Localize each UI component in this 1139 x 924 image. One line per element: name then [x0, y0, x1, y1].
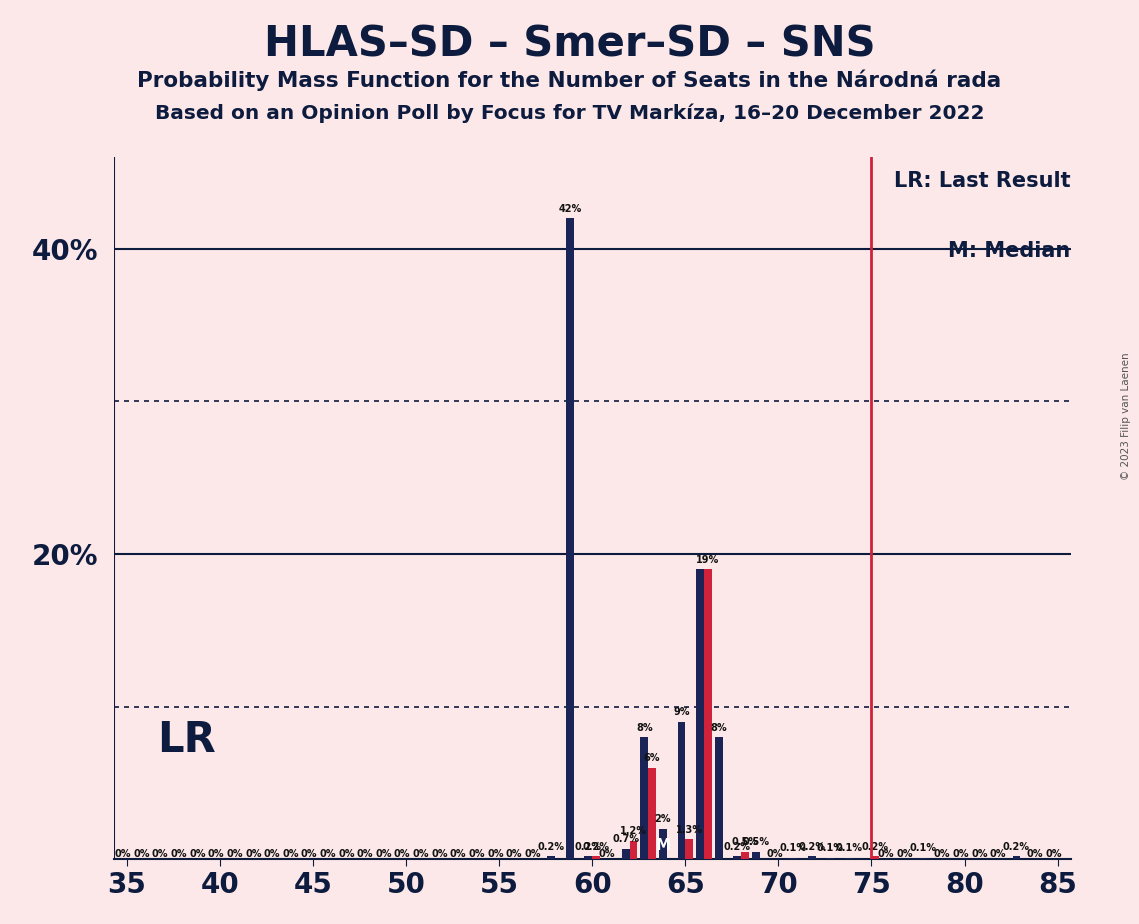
Bar: [1013, 857, 1021, 859]
Text: 0%: 0%: [357, 848, 374, 858]
Text: 0%: 0%: [468, 848, 485, 858]
Text: 0%: 0%: [767, 848, 782, 858]
Text: 0%: 0%: [896, 848, 913, 858]
Text: 8%: 8%: [711, 723, 727, 733]
Text: 19%: 19%: [696, 554, 720, 565]
Text: 1.2%: 1.2%: [620, 826, 647, 836]
Text: © 2023 Filip van Laenen: © 2023 Filip van Laenen: [1121, 352, 1131, 480]
Text: 0%: 0%: [990, 848, 1006, 858]
Bar: [696, 569, 704, 859]
Text: 0%: 0%: [301, 848, 318, 858]
Text: 0%: 0%: [934, 848, 950, 858]
Text: LR: Last Result: LR: Last Result: [894, 171, 1071, 191]
Text: 0.2%: 0.2%: [583, 842, 609, 852]
Bar: [648, 768, 656, 859]
Text: 0.7%: 0.7%: [612, 834, 639, 844]
Text: 0%: 0%: [227, 848, 243, 858]
Text: 0.2%: 0.2%: [723, 842, 751, 852]
Bar: [686, 840, 694, 859]
Text: 0.1%: 0.1%: [779, 844, 806, 853]
Text: 0%: 0%: [189, 848, 206, 858]
Text: 0%: 0%: [264, 848, 280, 858]
Text: 0.5%: 0.5%: [743, 837, 770, 847]
Text: 0.1%: 0.1%: [817, 844, 844, 853]
Bar: [734, 857, 741, 859]
Text: 0.2%: 0.2%: [798, 842, 826, 852]
Text: 0%: 0%: [952, 848, 969, 858]
Text: 1.3%: 1.3%: [675, 825, 703, 835]
Text: 0%: 0%: [338, 848, 354, 858]
Bar: [741, 852, 749, 859]
Text: 0%: 0%: [376, 848, 392, 858]
Bar: [640, 737, 648, 859]
Text: 0%: 0%: [450, 848, 466, 858]
Bar: [678, 722, 686, 859]
Text: 42%: 42%: [558, 203, 581, 213]
Text: 0%: 0%: [599, 848, 615, 858]
Text: M: Median: M: Median: [949, 241, 1071, 261]
Bar: [808, 857, 816, 859]
Bar: [659, 829, 666, 859]
Bar: [845, 857, 853, 859]
Text: 0.2%: 0.2%: [1003, 842, 1030, 852]
Text: 0%: 0%: [1027, 848, 1043, 858]
Text: 0%: 0%: [245, 848, 262, 858]
Text: 0.5%: 0.5%: [731, 837, 759, 847]
Bar: [715, 737, 722, 859]
Text: 0%: 0%: [972, 848, 988, 858]
Text: 0%: 0%: [1046, 848, 1062, 858]
Text: 0%: 0%: [412, 848, 429, 858]
Text: 0.1%: 0.1%: [836, 844, 862, 853]
Text: 0.1%: 0.1%: [910, 844, 937, 853]
Text: 9%: 9%: [673, 708, 690, 717]
Bar: [622, 848, 630, 859]
Text: 0.2%: 0.2%: [862, 842, 888, 852]
Bar: [919, 857, 927, 859]
Text: Probability Mass Function for the Number of Seats in the Národná rada: Probability Mass Function for the Number…: [138, 69, 1001, 91]
Text: 0%: 0%: [207, 848, 224, 858]
Text: 0.2%: 0.2%: [538, 842, 565, 852]
Text: 0%: 0%: [151, 848, 169, 858]
Text: 0%: 0%: [487, 848, 503, 858]
Text: 2%: 2%: [655, 814, 671, 824]
Text: 0%: 0%: [133, 848, 150, 858]
Text: 0%: 0%: [524, 848, 541, 858]
Bar: [584, 857, 592, 859]
Text: 8%: 8%: [636, 723, 653, 733]
Bar: [827, 857, 834, 859]
Text: Based on an Opinion Poll by Focus for TV Markíza, 16–20 December 2022: Based on an Opinion Poll by Focus for TV…: [155, 103, 984, 123]
Bar: [547, 857, 555, 859]
Text: M: M: [655, 838, 671, 853]
Text: LR: LR: [157, 719, 215, 761]
Bar: [704, 569, 712, 859]
Text: 0%: 0%: [320, 848, 336, 858]
Bar: [752, 852, 760, 859]
Text: 0%: 0%: [282, 848, 298, 858]
Text: 0%: 0%: [506, 848, 522, 858]
Bar: [789, 857, 797, 859]
Bar: [871, 857, 879, 859]
Text: 0%: 0%: [878, 848, 894, 858]
Text: 6%: 6%: [644, 753, 661, 763]
Bar: [566, 218, 574, 859]
Text: 0%: 0%: [171, 848, 187, 858]
Bar: [630, 841, 638, 859]
Text: 0%: 0%: [432, 848, 448, 858]
Text: 0%: 0%: [394, 848, 410, 858]
Text: 0%: 0%: [115, 848, 131, 858]
Text: 0.2%: 0.2%: [575, 842, 601, 852]
Bar: [592, 857, 600, 859]
Text: HLAS–SD – Smer–SD – SNS: HLAS–SD – Smer–SD – SNS: [264, 23, 875, 65]
